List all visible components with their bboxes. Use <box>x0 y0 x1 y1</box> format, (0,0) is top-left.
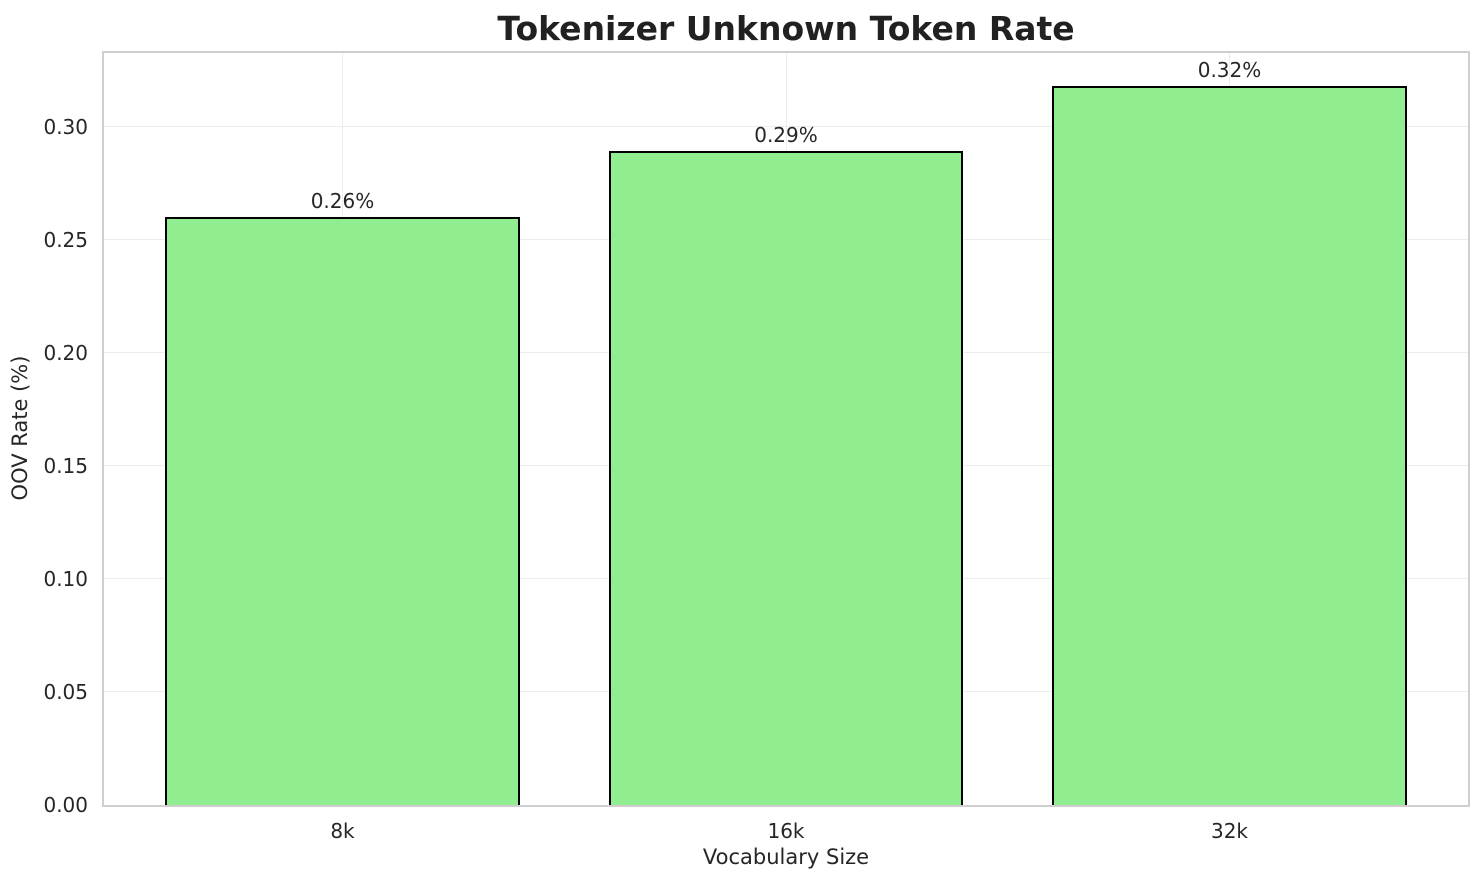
y-axis-title: OOV Rate (%) <box>8 355 32 501</box>
x-tick-label-8k: 8k <box>330 819 355 843</box>
y-tick-label-0.20: 0.20 <box>43 340 88 365</box>
x-axis-title: Vocabulary Size <box>702 845 870 869</box>
y-tick-label-0.10: 0.10 <box>43 566 88 591</box>
y-tick-label-0.00: 0.00 <box>43 793 88 817</box>
x-tick-label-16k: 16k <box>767 819 805 843</box>
y-tick-label-0.15: 0.15 <box>43 453 88 478</box>
bar-8k <box>165 217 520 805</box>
x-tick-label-32k: 32k <box>1210 819 1249 843</box>
bar-value-label-8k: 0.26% <box>310 189 375 214</box>
bar-value-label-32k: 0.32% <box>1197 57 1262 82</box>
chart-title: Tokenizer Unknown Token Rate <box>497 9 1075 48</box>
bar-value-label-16k: 0.29% <box>754 123 818 148</box>
bar-16k <box>608 151 964 805</box>
bar-32k <box>1052 85 1407 805</box>
y-tick-label-0.05: 0.05 <box>43 679 88 704</box>
y-tick-label-0.25: 0.25 <box>43 227 88 252</box>
y-tick-label-0.30: 0.30 <box>43 114 88 139</box>
